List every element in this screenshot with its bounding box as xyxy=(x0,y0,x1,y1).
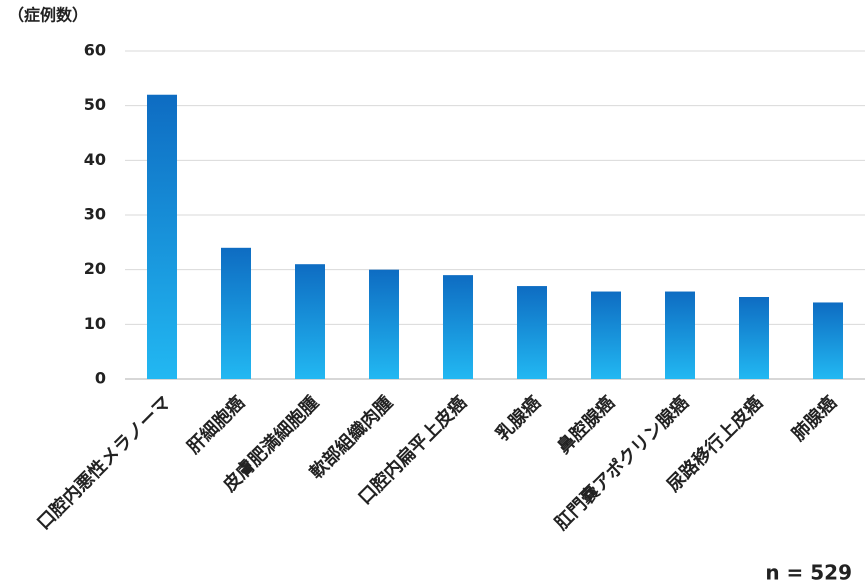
y-tick-label: 50 xyxy=(84,95,106,114)
y-tick-label: 40 xyxy=(84,150,106,169)
y-tick-label: 30 xyxy=(84,205,106,224)
x-tick-label: 鼻腔腺癌 xyxy=(553,392,619,458)
bar xyxy=(221,247,251,379)
x-tick-label: 口腔内悪性メラノーマ xyxy=(32,392,175,535)
y-tick-label: 20 xyxy=(84,259,106,278)
y-tick-label: 0 xyxy=(95,369,106,388)
y-tick-label: 60 xyxy=(84,41,106,60)
x-tick-label: 乳腺癌 xyxy=(491,392,545,446)
y-tick-label: 10 xyxy=(84,314,106,333)
x-tick-label: 肝細胞癌 xyxy=(183,392,249,458)
y-axis-label: （症例数） xyxy=(8,6,88,25)
bar xyxy=(591,291,621,379)
x-tick-label: 肺腺癌 xyxy=(787,392,841,446)
bar xyxy=(739,297,769,379)
bar xyxy=(517,286,547,379)
x-tick-label: 肛門嚢アポクリン腺癌 xyxy=(550,392,693,535)
bar xyxy=(369,269,399,379)
bar xyxy=(443,275,473,379)
bar xyxy=(813,302,843,379)
bar xyxy=(665,291,695,379)
annotation: n = 529 xyxy=(765,561,852,585)
bar xyxy=(295,264,325,379)
bar xyxy=(147,94,177,379)
